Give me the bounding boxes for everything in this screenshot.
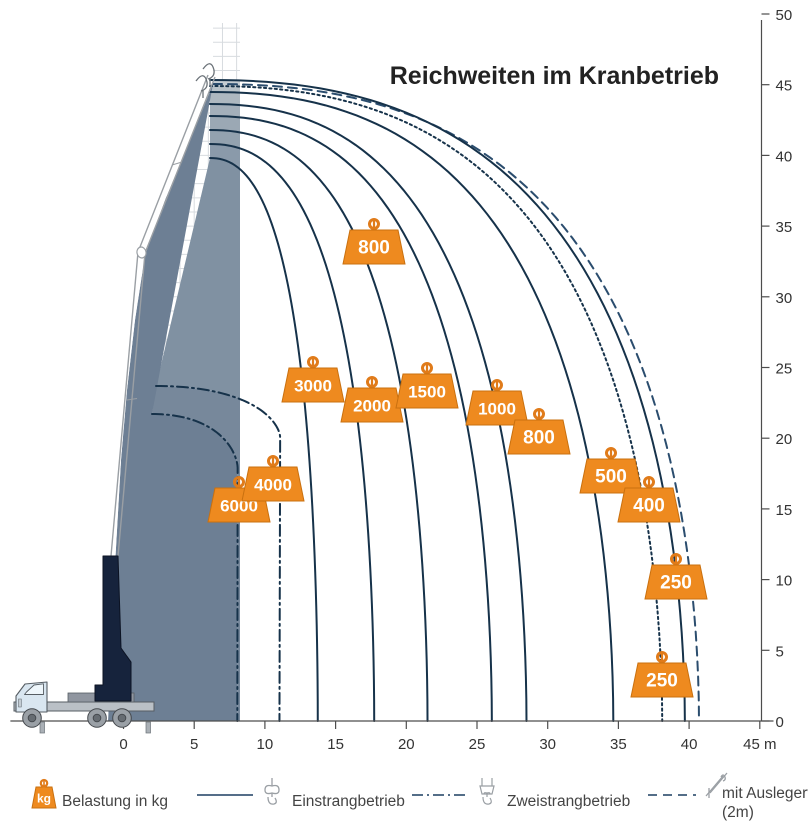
svg-text:1000: 1000: [478, 400, 516, 419]
svg-text:mit Auslegerverlängerung: mit Auslegerverlängerung: [722, 785, 808, 802]
svg-text:15: 15: [327, 736, 344, 753]
svg-text:Zweistrangbetrieb: Zweistrangbetrieb: [507, 793, 630, 810]
svg-text:25: 25: [469, 736, 486, 753]
svg-text:40: 40: [776, 148, 793, 165]
svg-text:25: 25: [776, 361, 793, 378]
svg-text:1500: 1500: [408, 383, 446, 402]
svg-text:500: 500: [595, 467, 627, 488]
svg-text:0: 0: [776, 714, 784, 731]
svg-text:30: 30: [776, 290, 793, 307]
svg-text:30: 30: [539, 736, 556, 753]
svg-text:250: 250: [660, 573, 692, 594]
svg-text:0: 0: [119, 736, 127, 753]
svg-text:20: 20: [776, 431, 793, 448]
svg-text:10: 10: [257, 736, 274, 753]
svg-text:5: 5: [776, 643, 784, 660]
svg-text:400: 400: [633, 496, 665, 517]
svg-text:45 m: 45 m: [743, 736, 776, 753]
svg-text:4000: 4000: [254, 476, 292, 495]
svg-text:Reichweiten im Kranbetrieb: Reichweiten im Kranbetrieb: [390, 62, 719, 90]
svg-text:800: 800: [358, 238, 390, 259]
svg-text:5: 5: [190, 736, 198, 753]
svg-text:35: 35: [610, 736, 627, 753]
svg-text:Einstrangbetrieb: Einstrangbetrieb: [292, 793, 405, 810]
svg-text:45: 45: [776, 78, 793, 95]
svg-text:kg: kg: [37, 792, 51, 806]
svg-text:Belastung in kg: Belastung in kg: [62, 793, 168, 810]
svg-text:800: 800: [523, 428, 555, 449]
svg-text:40: 40: [681, 736, 698, 753]
svg-text:2000: 2000: [353, 397, 391, 416]
svg-text:20: 20: [398, 736, 415, 753]
svg-text:3000: 3000: [294, 377, 332, 396]
svg-text:(2m): (2m): [722, 804, 754, 821]
svg-text:35: 35: [776, 219, 793, 236]
svg-text:50: 50: [776, 7, 793, 24]
svg-text:15: 15: [776, 502, 793, 519]
svg-text:10: 10: [776, 573, 793, 590]
svg-text:250: 250: [646, 671, 678, 692]
